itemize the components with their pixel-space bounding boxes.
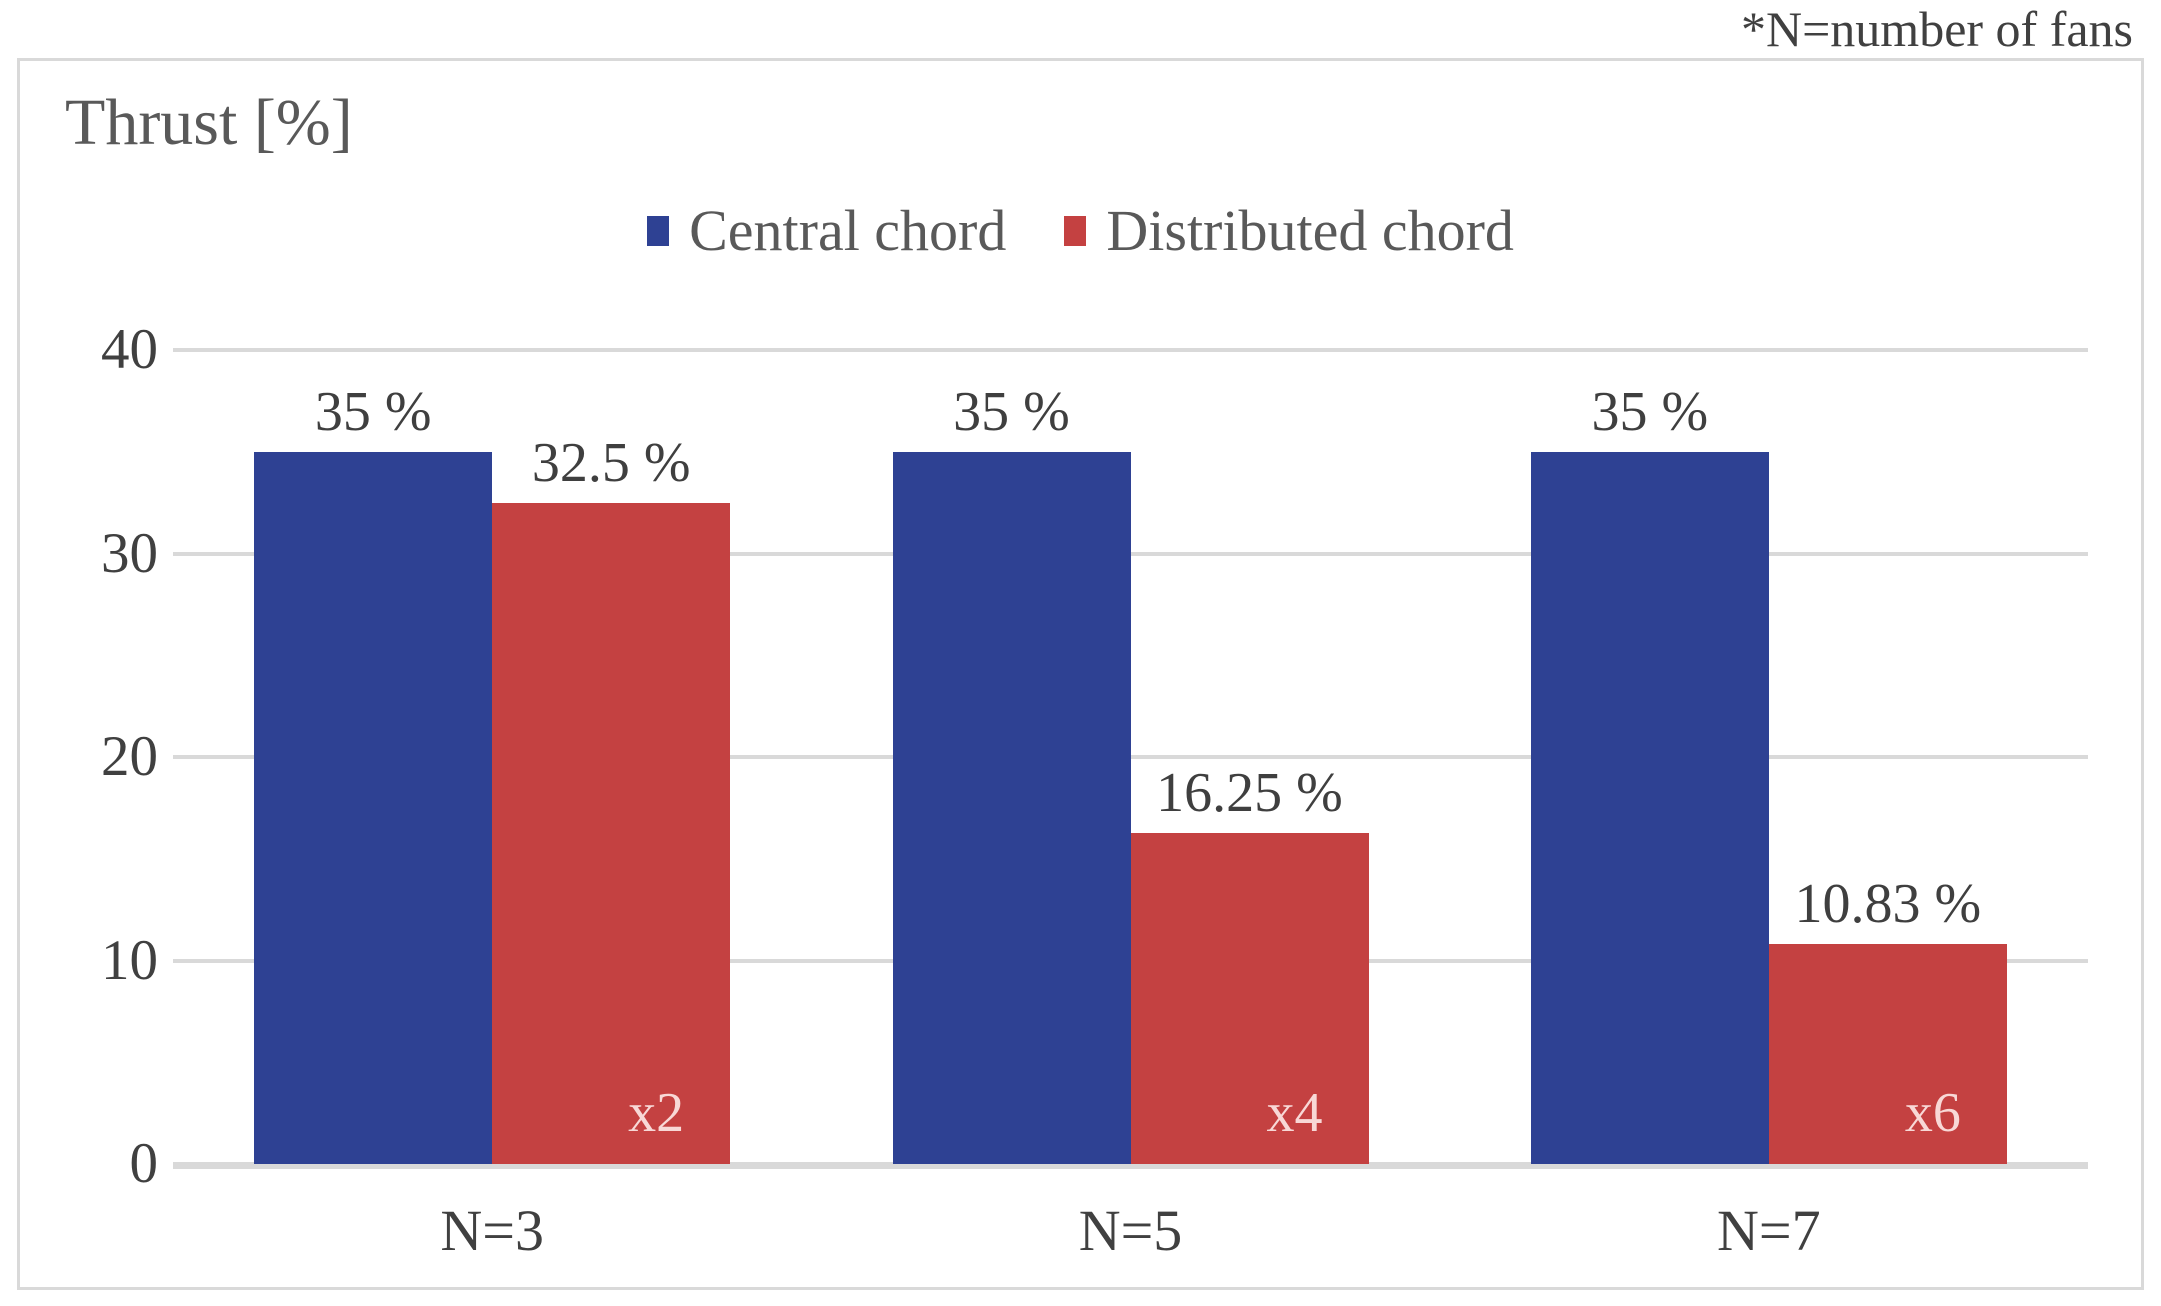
y-tick-label-30: 30 (101, 521, 158, 585)
x-axis-label-n-5: N=5 (1078, 1198, 1183, 1263)
y-tick-label-0: 0 (129, 1132, 159, 1195)
y-tick-label-40: 40 (101, 318, 158, 381)
legend-swatch-distributed-chord (1064, 216, 1087, 246)
bar-value-label-distributed-chord-n-7: 10.83 % (1794, 872, 1982, 935)
gridline-40 (173, 348, 2088, 352)
bar-value-label-central-chord-n-7: 35 % (1591, 380, 1709, 443)
bar-value-label-distributed-chord-n-5: 16.25 % (1156, 762, 1343, 825)
bar-distributed-chord-n-7 (1768, 943, 2007, 1164)
y-tick-label-10: 10 (101, 928, 158, 992)
bar-central-chord-n-7 (1530, 451, 1769, 1164)
bar-value-label-distributed-chord-n-3: 32.5 % (531, 431, 691, 494)
x-axis-label-n-7: N=7 (1717, 1198, 1821, 1263)
gridline-30 (173, 551, 2088, 556)
bar-value-label-central-chord-n-5: 35 % (953, 380, 1070, 443)
bar-central-chord-n-3 (254, 451, 493, 1164)
chart-legend: Central chord Distributed chord (20, 199, 2141, 263)
x-axis-label-n-3: N=3 (440, 1198, 544, 1263)
legend-item-distributed-chord: Distributed chord (1064, 199, 1514, 263)
bar-multiplier-label-n-7: x6 (1904, 1082, 1961, 1144)
x-axis-line (173, 1162, 2088, 1169)
chart-area: Thrust [%] Central chord Distributed cho… (17, 58, 2144, 1290)
legend-label-distributed-chord: Distributed chord (1106, 198, 1514, 263)
y-tick-label-20: 20 (101, 725, 158, 788)
gridline-20 (173, 755, 2088, 759)
bar-multiplier-label-n-3: x2 (628, 1082, 685, 1144)
legend-label-central-chord: Central chord (689, 198, 1007, 263)
bar-distributed-chord-n-3 (492, 502, 731, 1164)
bar-central-chord-n-5 (892, 451, 1131, 1164)
legend-swatch-central-chord (647, 216, 670, 246)
bar-value-label-central-chord-n-3: 35 % (314, 380, 432, 443)
legend-item-central-chord: Central chord (647, 199, 1006, 263)
chart-title: Thrust [%] (65, 86, 353, 159)
bar-distributed-chord-n-5 (1130, 833, 1369, 1164)
footnote-n-number-of-fans: *N=number of fans (1741, 1, 2133, 57)
bar-multiplier-label-n-5: x4 (1266, 1082, 1323, 1144)
